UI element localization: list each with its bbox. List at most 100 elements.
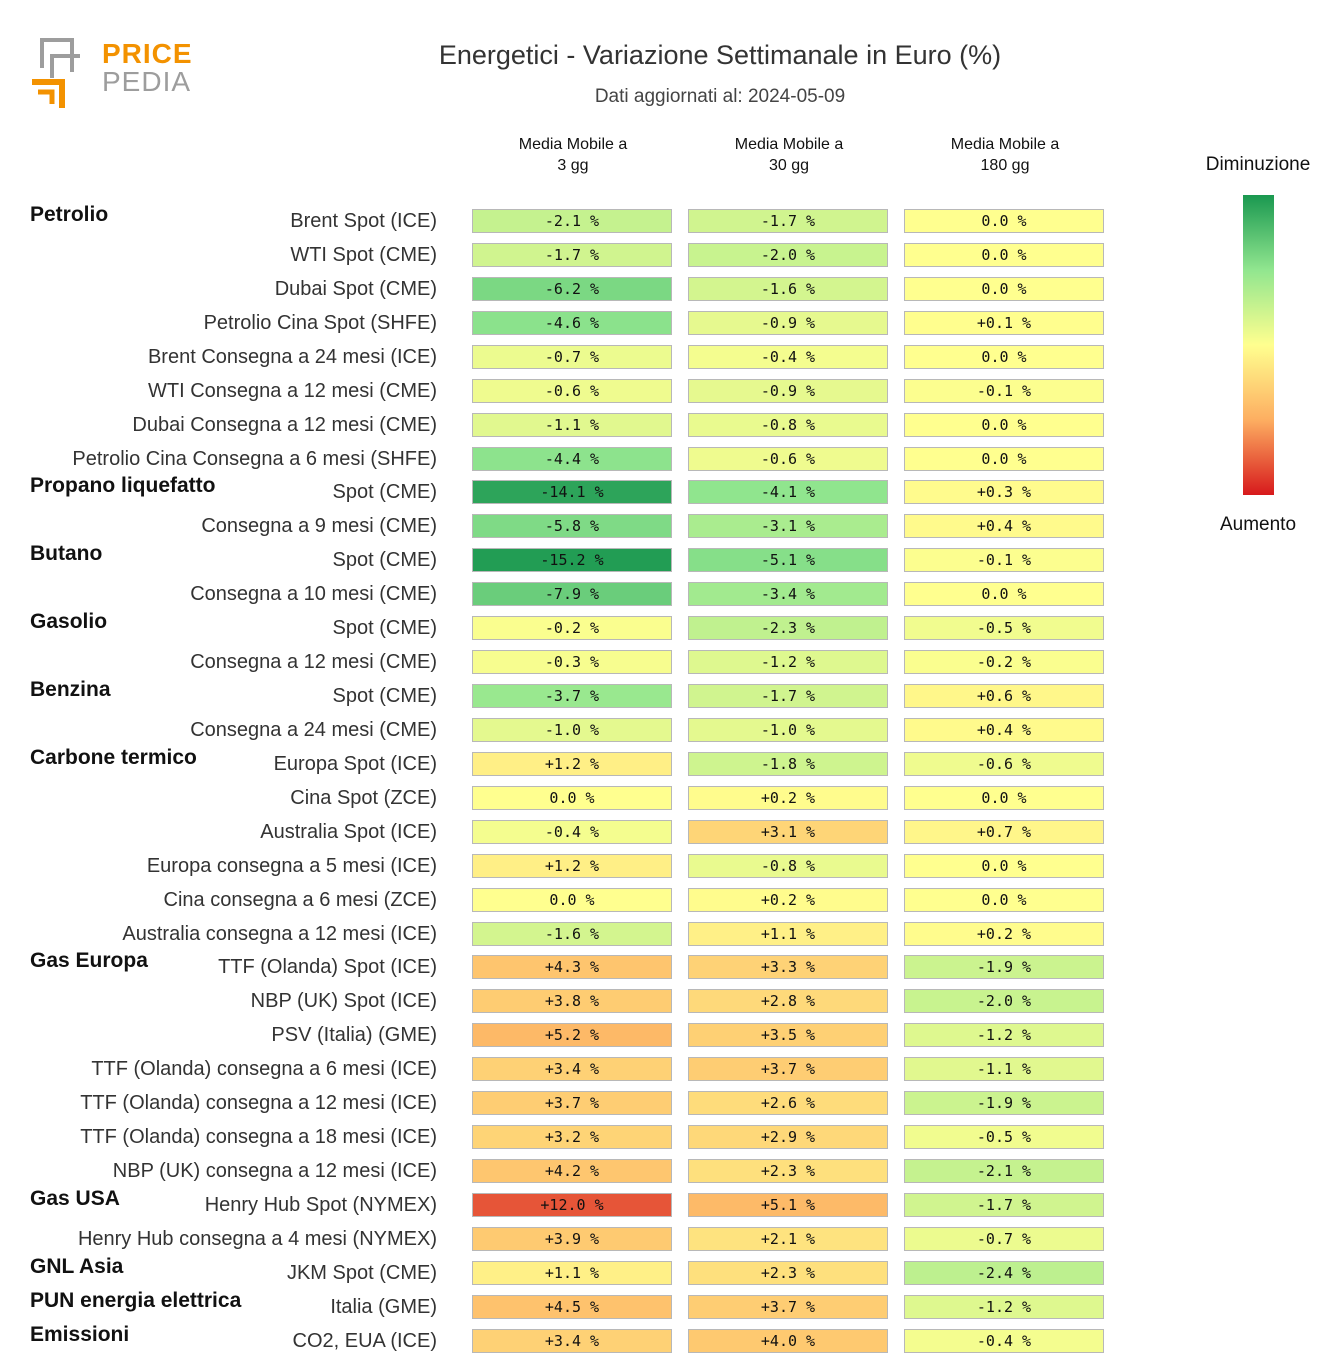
heatmap-cell: -0.3 %	[472, 650, 672, 675]
row-label: Spot (CME)	[332, 685, 437, 708]
heatmap-cell: 0.0 %	[904, 446, 1104, 471]
category-label: Emissioni	[30, 1322, 130, 1346]
heatmap-cell: 0.0 %	[904, 412, 1104, 437]
heatmap-cell: +0.6 %	[904, 684, 1104, 709]
legend-color-scale	[1243, 195, 1274, 495]
heatmap-cell: +3.2 %	[472, 1125, 672, 1150]
heatmap-cell: -0.1 %	[904, 548, 1104, 573]
row-label: Brent Spot (ICE)	[290, 210, 437, 232]
heatmap-cell: -0.6 %	[904, 751, 1104, 776]
heatmap-cell: +2.1 %	[688, 1226, 888, 1251]
heatmap-cell: +4.2 %	[472, 1159, 672, 1184]
heatmap-cell: -3.1 %	[688, 514, 888, 539]
heatmap-cell: -1.1 %	[904, 1057, 1104, 1082]
heatmap-cell: +1.2 %	[472, 853, 672, 878]
heatmap-cell: +0.4 %	[904, 717, 1104, 742]
heatmap-cell: +1.1 %	[688, 921, 888, 946]
heatmap-cell: -0.4 %	[904, 1328, 1104, 1353]
heatmap-cell: -1.7 %	[472, 242, 672, 267]
heatmap-cell: -14.1 %	[472, 480, 672, 505]
heatmap-cell: -2.1 %	[472, 209, 672, 233]
heatmap-cell: +0.1 %	[904, 310, 1104, 335]
heatmap-cell: +4.0 %	[688, 1328, 888, 1353]
heatmap-cell: -0.1 %	[904, 378, 1104, 403]
logo-text-price: PRICE	[102, 38, 193, 69]
row-label: Australia Spot (ICE)	[260, 820, 437, 843]
heatmap-cell: 0.0 %	[904, 242, 1104, 267]
heatmap-cell: -5.1 %	[688, 548, 888, 573]
heatmap-cell: -1.7 %	[904, 1192, 1104, 1217]
heatmap-cell: -0.2 %	[904, 650, 1104, 675]
heatmap-cell: 0.0 %	[904, 582, 1104, 607]
heatmap-cell: -0.2 %	[472, 616, 672, 641]
row-label: Henry Hub Spot (NYMEX)	[204, 1193, 437, 1216]
heatmap-cell: +4.5 %	[472, 1294, 672, 1319]
heatmap-cell: -1.9 %	[904, 955, 1104, 980]
category-label: Gas USA	[30, 1186, 120, 1210]
heatmap-cell: -0.4 %	[472, 819, 672, 844]
category-label: PUN energia elettrica	[30, 1288, 242, 1312]
heatmap-cell: +0.7 %	[904, 819, 1104, 844]
heatmap-cell: +0.3 %	[904, 480, 1104, 505]
heatmap-cell: +0.2 %	[904, 921, 1104, 946]
logo-text-pedia: PEDIA	[102, 66, 192, 97]
heatmap-cell: +2.3 %	[688, 1159, 888, 1184]
heatmap-cell: -2.0 %	[688, 242, 888, 267]
heatmap-cell: -3.7 %	[472, 684, 672, 709]
column-header-line2: 180 gg	[980, 157, 1030, 174]
column-header-180gg: Media Mobile a 180 gg	[904, 134, 1106, 176]
heatmap-cell: +3.9 %	[472, 1226, 672, 1251]
heatmap-cell: 0.0 %	[904, 209, 1104, 233]
heatmap-cell: +3.7 %	[688, 1294, 888, 1319]
row-label: JKM Spot (CME)	[286, 1261, 437, 1284]
heatmap-cell: -1.7 %	[688, 684, 888, 709]
heatmap-cell: -0.8 %	[688, 412, 888, 437]
column-header-line2: 3 gg	[557, 157, 589, 174]
heatmap-cell: 0.0 %	[904, 785, 1104, 810]
column-header-line2: 30 gg	[768, 157, 810, 174]
legend-label-top: Diminuzione	[1205, 154, 1311, 175]
row-label: CO2, EUA (ICE)	[292, 1329, 437, 1352]
category-label: Petrolio	[30, 203, 109, 226]
category-label: Butano	[30, 542, 103, 566]
column-header-30gg: Media Mobile a 30 gg	[688, 134, 890, 176]
heatmap-cell: -7.9 %	[472, 582, 672, 607]
row-label: PSV (Italia) (GME)	[271, 1024, 437, 1047]
row-label: Consegna a 9 mesi (CME)	[201, 515, 437, 538]
category-label: Gasolio	[30, 610, 108, 634]
heatmap-cell: +2.6 %	[688, 1091, 888, 1116]
row-label: Cina consegna a 6 mesi (ZCE)	[163, 888, 437, 911]
row-label: Europa Spot (ICE)	[273, 752, 437, 775]
heatmap-cell: 0.0 %	[904, 853, 1104, 878]
heatmap-cell: +1.1 %	[472, 1260, 672, 1285]
heatmap-cell: -0.5 %	[904, 1125, 1104, 1150]
heatmap-cell: -1.8 %	[688, 751, 888, 776]
heatmap-cell: -0.6 %	[472, 378, 672, 403]
category-label: Propano liquefatto	[30, 474, 216, 498]
heatmap-cell: -2.3 %	[688, 616, 888, 641]
heatmap-cell: -1.2 %	[688, 650, 888, 675]
heatmap-cell: +0.4 %	[904, 514, 1104, 539]
row-label: NBP (UK) consegna a 12 mesi (ICE)	[112, 1160, 437, 1183]
heatmap-cell: +3.7 %	[688, 1057, 888, 1082]
row-label: Consegna a 24 mesi (CME)	[190, 718, 437, 741]
heatmap-cell: -2.4 %	[904, 1260, 1104, 1285]
heatmap-cell: -15.2 %	[472, 548, 672, 573]
heatmap-cell: -4.4 %	[472, 446, 672, 471]
heatmap-cell: -4.1 %	[688, 480, 888, 505]
chart-subtitle: Dati aggiornati al: 2024-05-09	[594, 86, 846, 107]
heatmap-cell: +3.3 %	[688, 955, 888, 980]
heatmap-cell: +5.2 %	[472, 1023, 672, 1048]
row-label: Dubai Spot (CME)	[274, 277, 437, 300]
row-label: Australia consegna a 12 mesi (ICE)	[122, 922, 437, 945]
heatmap-cell: 0.0 %	[904, 276, 1104, 301]
heatmap-cell: -1.9 %	[904, 1091, 1104, 1116]
row-label: Consegna a 10 mesi (CME)	[190, 583, 437, 606]
heatmap-cell: -1.2 %	[904, 1023, 1104, 1048]
heatmap-cell: +3.8 %	[472, 989, 672, 1014]
heatmap-cell: 0.0 %	[472, 887, 672, 912]
row-label: WTI Spot (CME)	[290, 243, 437, 266]
heatmap-cell: -0.9 %	[688, 310, 888, 335]
column-header-3gg: Media Mobile a 3 gg	[472, 134, 674, 176]
heatmap-cell: -1.0 %	[688, 717, 888, 742]
